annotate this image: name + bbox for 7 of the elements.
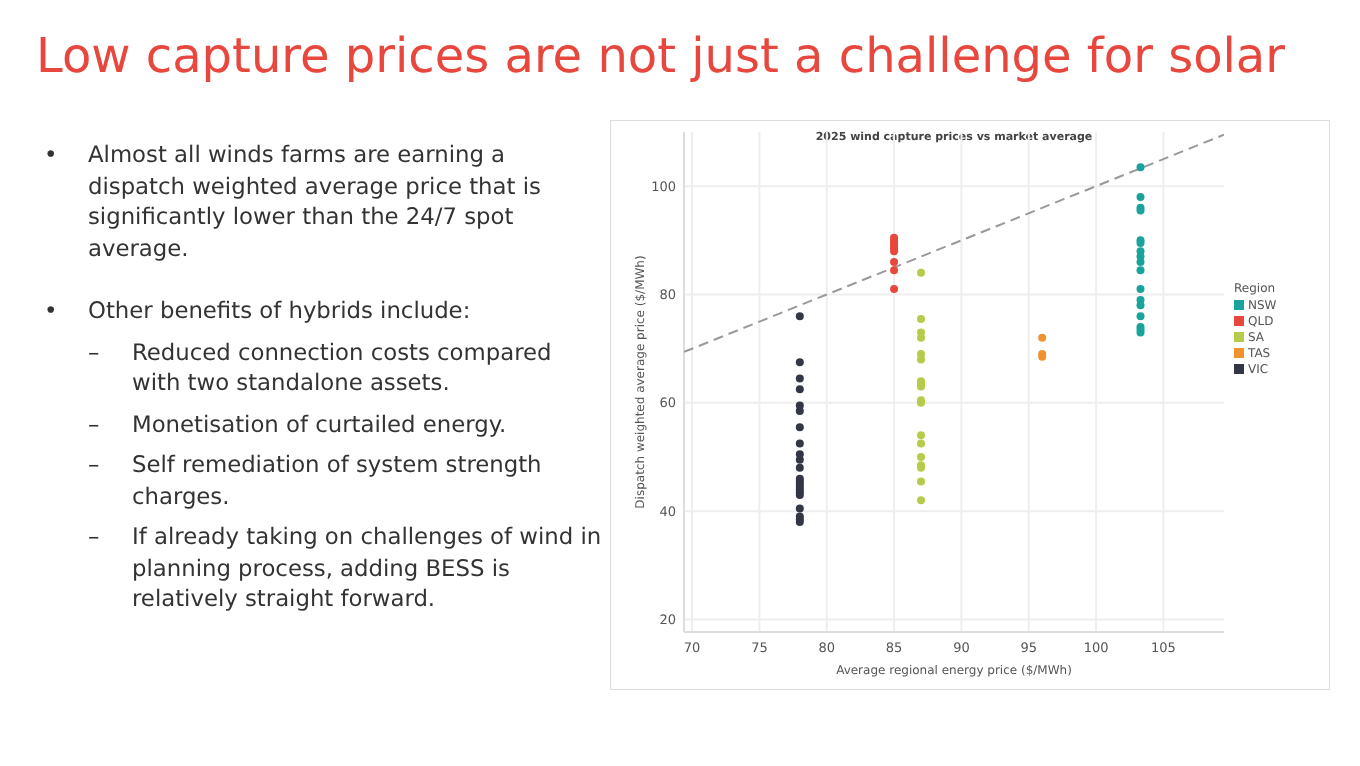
text: – If already taking on challenges of wind in planning process, adding BESS is relatively straight forward. [88, 522, 602, 612]
text: – Reduced connection costs compared with two standalone assets. [88, 337, 552, 396]
text: • Almost all winds farms are earning a dispatch weighted average price that is significantly lower than the 24/7 spot average. [44, 140, 541, 261]
text: Low capture prices are not just a challenge for solar [36, 28, 1285, 84]
text: • Other benefits of hybrids include: [44, 296, 471, 324]
text: – Self remediation of system strength charges. [88, 450, 542, 509]
text: – Monetisation of curtailed energy. [88, 409, 507, 437]
